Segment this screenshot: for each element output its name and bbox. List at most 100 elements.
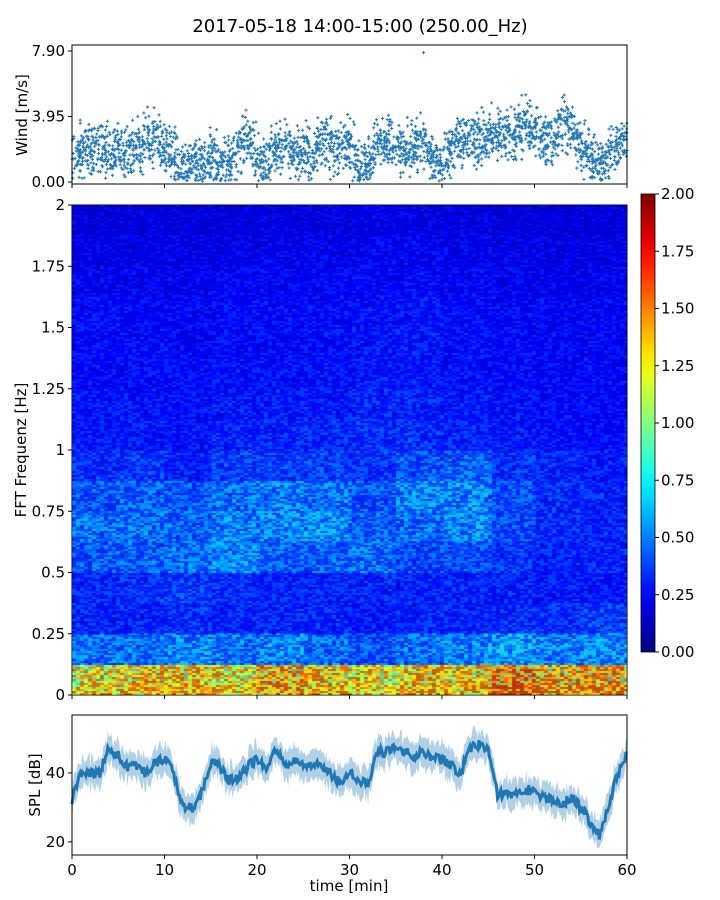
- wind-point: [501, 125, 505, 129]
- wind-point: [498, 109, 502, 113]
- wind-point: [421, 128, 426, 132]
- heatmap-cell: [303, 419, 350, 451]
- wind-point: [236, 169, 240, 173]
- wind-y-label: Wind [m/s]: [13, 74, 31, 156]
- wind-point: [608, 149, 612, 153]
- wind-point: [608, 156, 612, 160]
- wind-point: [391, 146, 396, 150]
- wind-point: [589, 153, 593, 158]
- wind-point: [473, 130, 477, 134]
- wind-point: [449, 140, 453, 144]
- wind-point: [426, 154, 430, 158]
- wind-point: [473, 145, 477, 149]
- wind-point: [131, 162, 135, 166]
- y-tick-label: 1: [55, 441, 65, 459]
- wind-point: [228, 165, 232, 169]
- wind-point: [426, 145, 430, 149]
- wind-point: [90, 172, 94, 176]
- wind-point: [426, 140, 430, 145]
- wind-point: [477, 125, 481, 129]
- wind-point: [134, 144, 138, 148]
- wind-point: [474, 138, 478, 142]
- wind-point: [208, 125, 212, 130]
- wind-point: [169, 153, 173, 157]
- y-tick-label: 1.5: [41, 319, 65, 337]
- wind-point: [490, 149, 495, 153]
- wind-point: [449, 143, 453, 147]
- wind-point: [418, 131, 423, 135]
- wind-point: [363, 161, 368, 165]
- wind-point: [89, 161, 93, 165]
- wind-point: [324, 121, 328, 125]
- wind-point: [85, 159, 89, 163]
- wind-point: [367, 135, 371, 139]
- wind-point: [614, 134, 618, 139]
- heatmap-cell: [580, 511, 628, 543]
- wind-point: [118, 163, 122, 167]
- wind-point: [351, 144, 355, 148]
- wind-point: [202, 157, 207, 161]
- wind-point: [226, 168, 231, 172]
- wind-point: [230, 159, 234, 164]
- wind-point: [432, 160, 436, 164]
- wind-point: [523, 126, 527, 130]
- wind-point: [190, 147, 194, 151]
- wind-point: [371, 139, 376, 144]
- wind-point: [74, 149, 78, 153]
- wind-point: [481, 110, 486, 114]
- heatmap-cell: [534, 664, 582, 696]
- wind-point: [246, 138, 250, 143]
- wind-point: [254, 161, 259, 165]
- wind-point: [447, 147, 452, 151]
- wind-point: [512, 128, 517, 132]
- wind-point: [210, 155, 215, 160]
- wind-point: [357, 139, 361, 143]
- wind-point: [142, 111, 146, 115]
- wind-point: [185, 179, 189, 183]
- wind-point: [464, 136, 468, 140]
- wind-point: [504, 136, 508, 140]
- heatmap-cell: [534, 572, 582, 604]
- wind-point: [235, 178, 239, 182]
- wind-point: [200, 146, 205, 150]
- wind-point: [245, 134, 249, 139]
- wind-point: [145, 146, 149, 150]
- wind-point: [259, 149, 263, 154]
- wind-point: [123, 175, 127, 179]
- heatmap-cell: [164, 511, 212, 543]
- wind-point: [104, 140, 108, 145]
- x-tick-label: 40: [432, 861, 451, 879]
- heatmap-cell: [164, 664, 212, 696]
- wind-point: [597, 172, 601, 176]
- wind-point: [188, 162, 193, 166]
- wind-point: [274, 135, 278, 139]
- wind-point: [239, 170, 243, 174]
- heatmap-cell: [442, 541, 489, 573]
- wind-point: [453, 143, 457, 147]
- wind-point: [275, 140, 279, 144]
- wind-point: [137, 159, 141, 163]
- wind-point: [444, 132, 448, 136]
- wind-point: [274, 149, 279, 153]
- wind-point: [462, 156, 466, 160]
- wind-point: [410, 128, 415, 132]
- wind-point: [171, 157, 175, 162]
- heatmap-cell: [303, 633, 350, 665]
- heatmap-cell: [488, 266, 535, 298]
- wind-point: [176, 174, 180, 178]
- wind-point: [599, 142, 603, 146]
- wind-point: [465, 150, 469, 155]
- wind-point: [378, 141, 382, 146]
- wind-point: [78, 118, 82, 122]
- wind-point: [87, 122, 91, 126]
- wind-point: [362, 145, 366, 150]
- wind-point: [601, 161, 605, 165]
- wind-point: [150, 121, 154, 125]
- wind-point: [582, 177, 586, 181]
- wind-point: [344, 134, 349, 138]
- wind-point: [95, 132, 99, 136]
- wind-point: [593, 167, 598, 171]
- wind-point: [119, 135, 123, 139]
- wind-point: [300, 158, 304, 162]
